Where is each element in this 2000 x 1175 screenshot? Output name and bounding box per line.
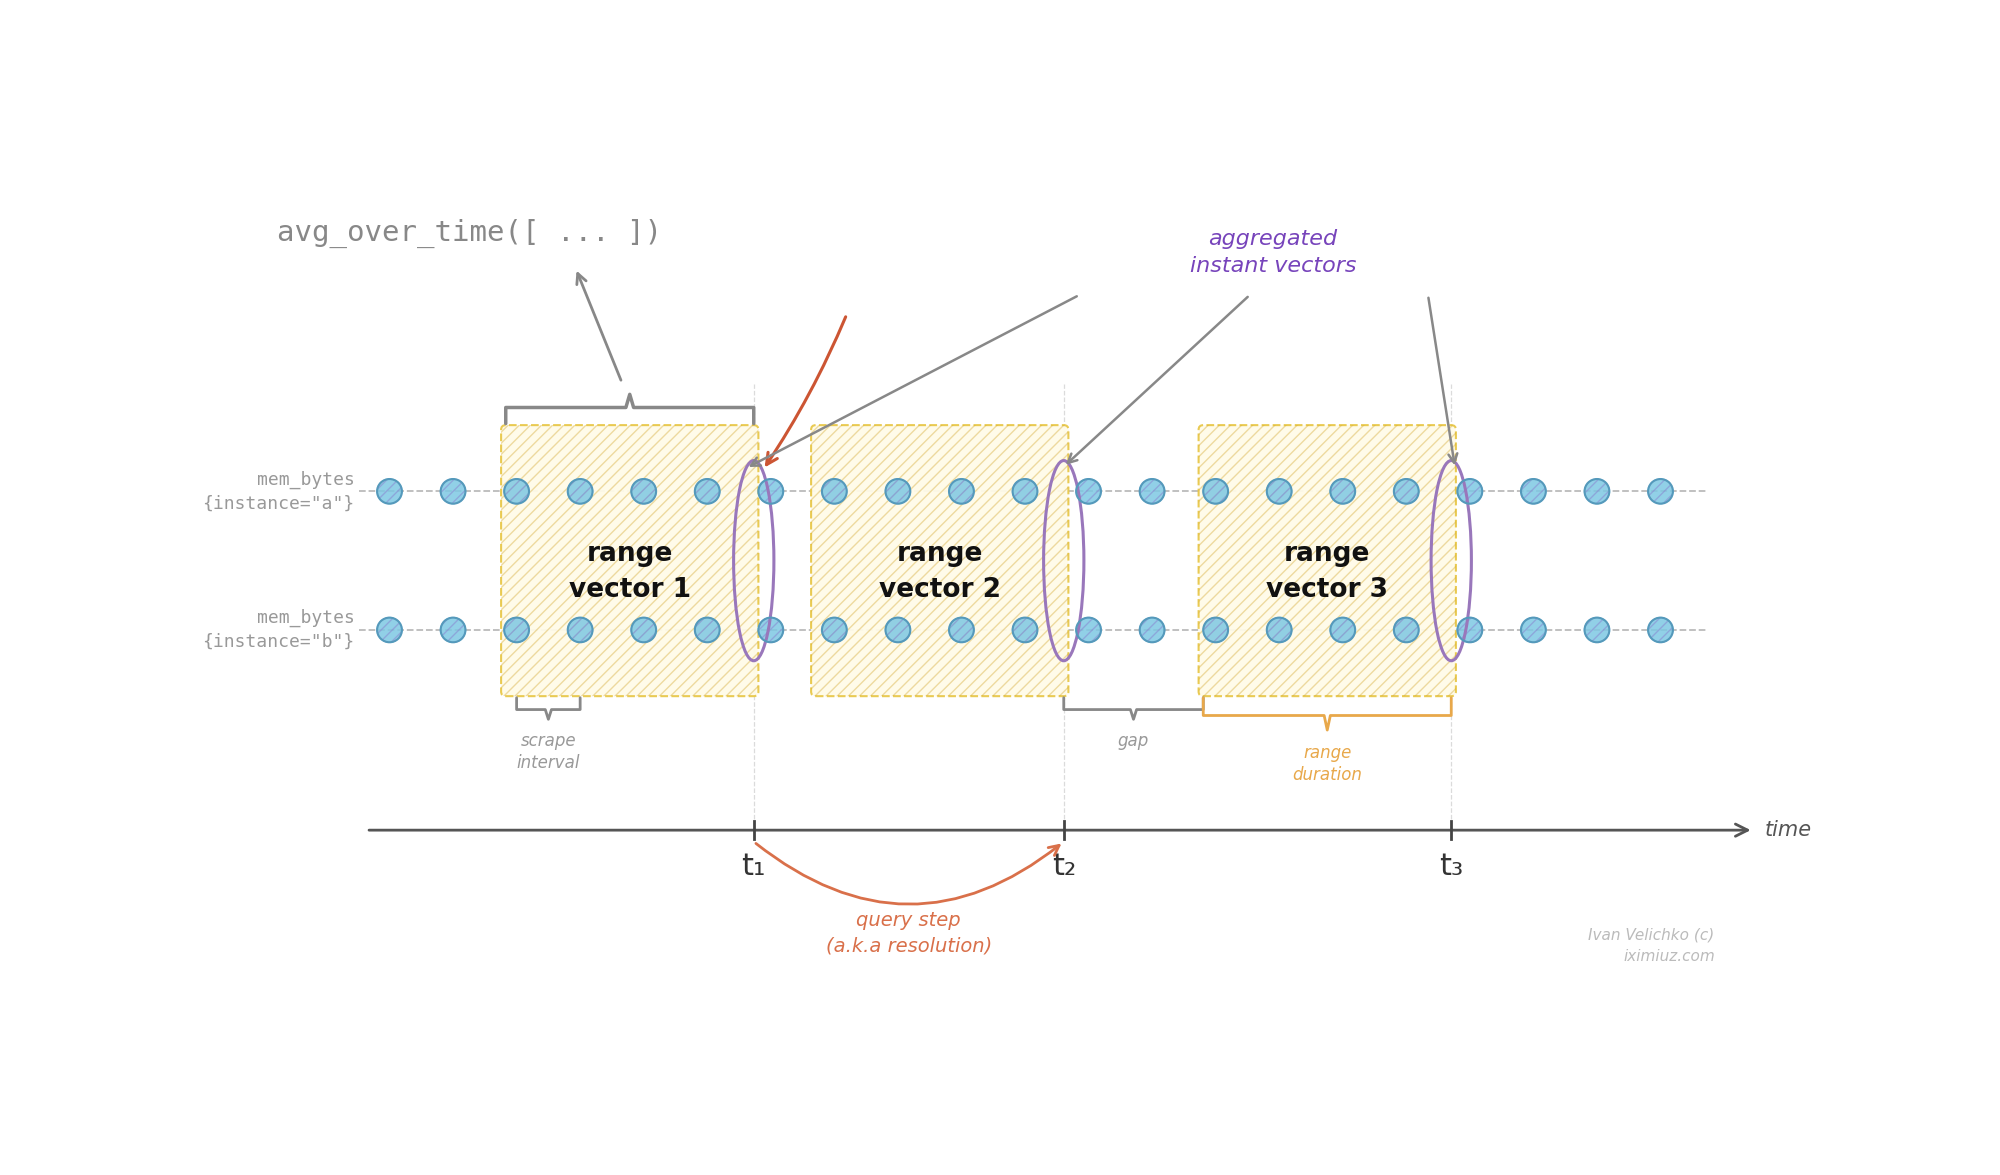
Text: avg_over_time([ ... ]): avg_over_time([ ... ]) (278, 219, 662, 248)
Circle shape (694, 618, 720, 643)
Circle shape (1458, 618, 1482, 643)
Text: mem_bytes
{instance="b"}: mem_bytes {instance="b"} (202, 609, 354, 651)
Circle shape (1330, 479, 1356, 504)
Text: gap: gap (1118, 732, 1150, 750)
Circle shape (1648, 618, 1672, 643)
Circle shape (886, 618, 910, 643)
Circle shape (758, 618, 784, 643)
Text: range
vector 1: range vector 1 (568, 542, 690, 603)
Text: range
vector 2: range vector 2 (878, 542, 1000, 603)
Circle shape (1012, 618, 1038, 643)
Circle shape (1266, 479, 1292, 504)
Text: Ivan Velichko (c)
iximiuz.com: Ivan Velichko (c) iximiuz.com (1588, 927, 1714, 964)
Circle shape (568, 479, 592, 504)
Circle shape (950, 479, 974, 504)
Circle shape (632, 479, 656, 504)
Text: scrape
interval: scrape interval (516, 732, 580, 772)
Circle shape (1012, 479, 1038, 504)
Text: range
duration: range duration (1292, 744, 1362, 784)
Circle shape (1520, 618, 1546, 643)
Circle shape (950, 618, 974, 643)
Circle shape (378, 618, 402, 643)
Circle shape (1520, 479, 1546, 504)
Circle shape (440, 618, 466, 643)
Circle shape (1076, 618, 1100, 643)
Circle shape (1204, 479, 1228, 504)
Circle shape (822, 479, 846, 504)
Text: range
vector 3: range vector 3 (1266, 542, 1388, 603)
Text: aggregated
instant vectors: aggregated instant vectors (1190, 229, 1356, 276)
FancyBboxPatch shape (1198, 425, 1456, 696)
Circle shape (1394, 479, 1418, 504)
Circle shape (822, 618, 846, 643)
FancyBboxPatch shape (812, 425, 1068, 696)
Circle shape (440, 479, 466, 504)
Circle shape (632, 618, 656, 643)
Circle shape (886, 479, 910, 504)
Text: t₃: t₃ (1440, 852, 1464, 881)
Text: mem_bytes
{instance="a"}: mem_bytes {instance="a"} (202, 470, 354, 512)
Circle shape (694, 479, 720, 504)
Circle shape (1584, 479, 1610, 504)
Text: query step
(a.k.a resolution): query step (a.k.a resolution) (826, 911, 992, 955)
Circle shape (1648, 479, 1672, 504)
Circle shape (568, 618, 592, 643)
FancyBboxPatch shape (502, 425, 758, 696)
Circle shape (1140, 479, 1164, 504)
Circle shape (758, 479, 784, 504)
Circle shape (378, 479, 402, 504)
Circle shape (1204, 618, 1228, 643)
Circle shape (1076, 479, 1100, 504)
Text: t₁: t₁ (742, 852, 766, 881)
Text: t₂: t₂ (1052, 852, 1076, 881)
Circle shape (1266, 618, 1292, 643)
Circle shape (1458, 479, 1482, 504)
Circle shape (1584, 618, 1610, 643)
Text: time: time (1766, 820, 1812, 840)
Circle shape (1330, 618, 1356, 643)
Circle shape (1394, 618, 1418, 643)
Circle shape (1140, 618, 1164, 643)
Circle shape (504, 479, 528, 504)
Circle shape (504, 618, 528, 643)
